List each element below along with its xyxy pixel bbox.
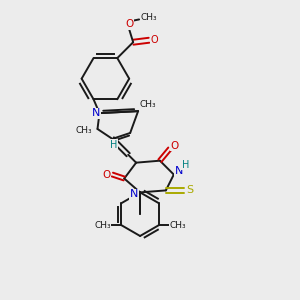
Text: CH₃: CH₃ (75, 127, 92, 136)
Text: N: N (130, 189, 138, 200)
Text: O: O (102, 169, 110, 180)
Text: O: O (171, 141, 179, 151)
Text: S: S (186, 185, 193, 195)
Text: H: H (110, 140, 117, 150)
Text: N: N (92, 108, 101, 118)
Text: CH₃: CH₃ (140, 100, 156, 109)
Text: O: O (125, 20, 133, 29)
Text: N: N (175, 166, 183, 176)
Text: CH₃: CH₃ (141, 13, 157, 22)
Text: O: O (150, 35, 158, 45)
Text: CH₃: CH₃ (94, 220, 111, 230)
Text: H: H (182, 160, 189, 170)
Text: CH₃: CH₃ (169, 220, 186, 230)
